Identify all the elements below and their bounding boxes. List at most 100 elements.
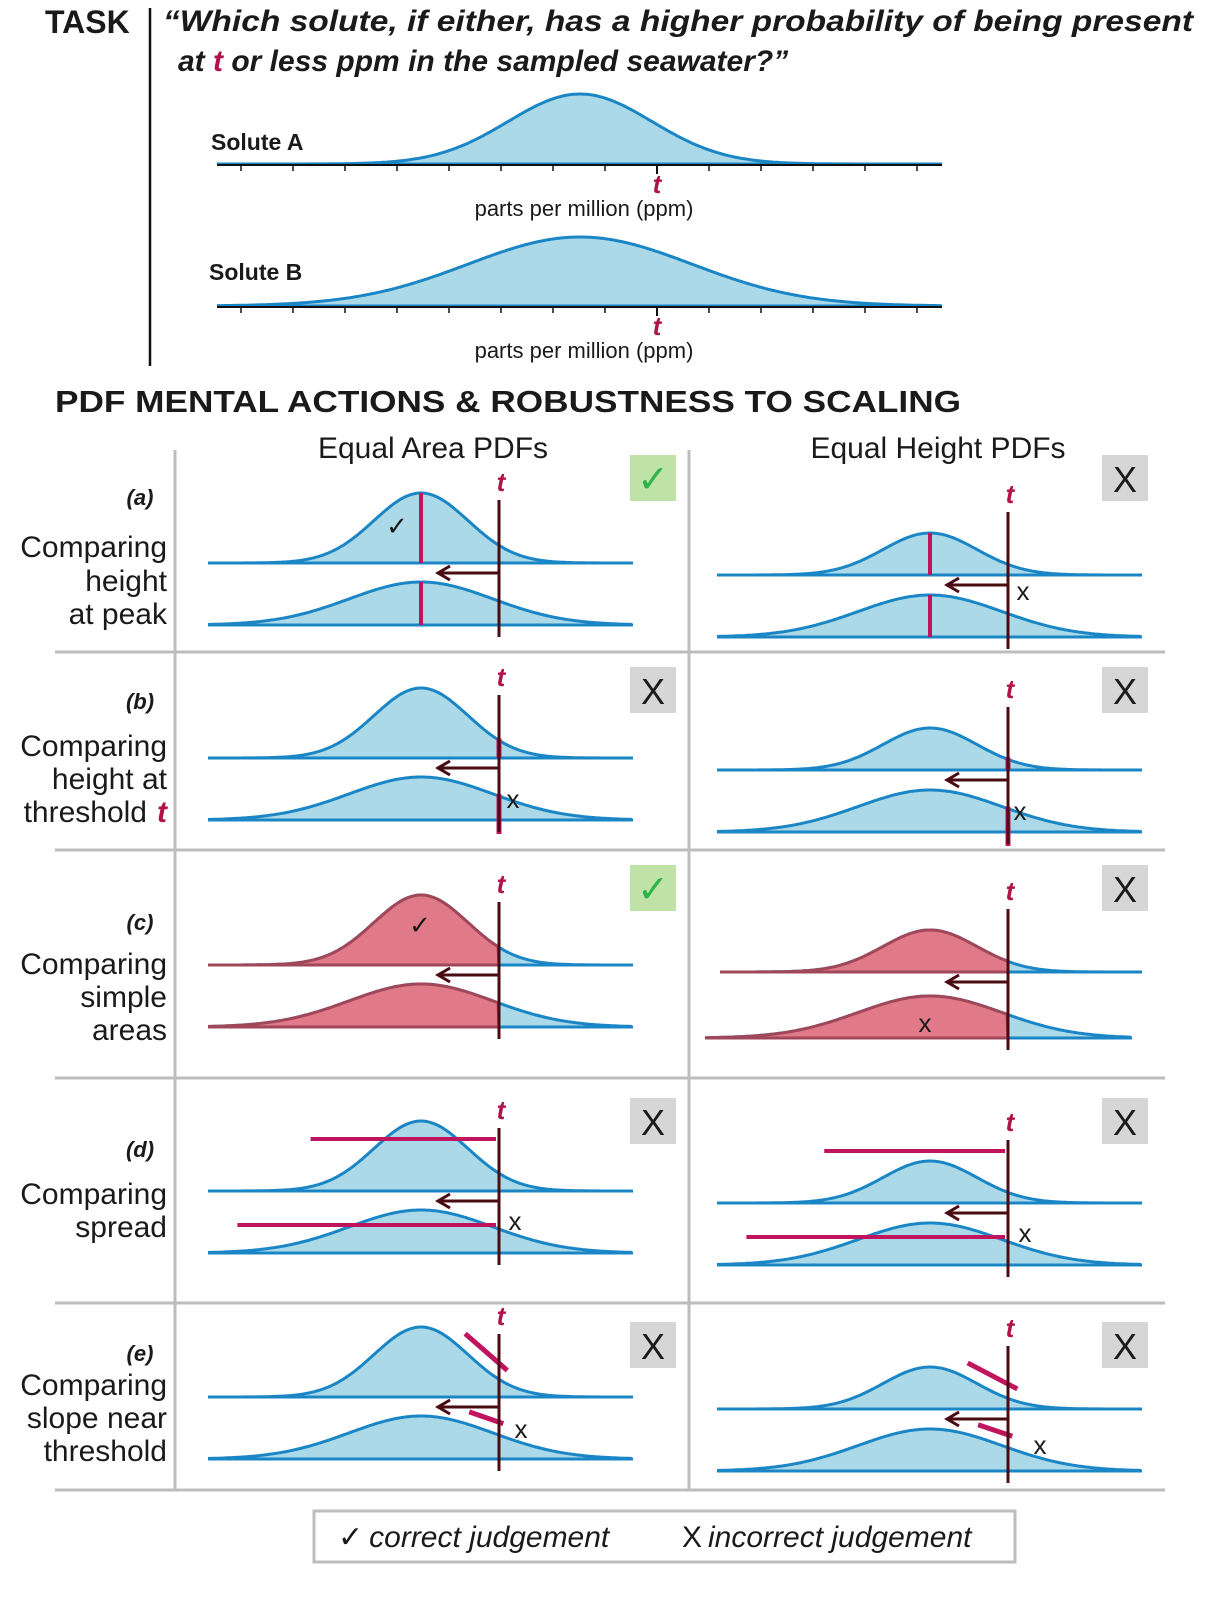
judgement-x-icon: x (1014, 796, 1027, 826)
legend-incorrect-label: incorrect judgement (708, 1521, 973, 1554)
solute-pdf-fill (217, 94, 942, 164)
incorrect-badge (1102, 667, 1148, 713)
pdf-top-fill (717, 1161, 1142, 1203)
row-label-line: slope near (27, 1402, 167, 1435)
area-below-threshold (720, 930, 1008, 972)
threshold-label: t (1006, 876, 1016, 906)
task-question-line2: at t or less ppm in the sampled seawater… (178, 45, 788, 78)
task-question-line1: “Which solute, if either, has a higher p… (163, 5, 1195, 38)
judgement-x-icon: x (1017, 576, 1030, 606)
row-label-text: threshold (44, 1435, 167, 1468)
threshold-label: t (497, 467, 507, 497)
correct-badge (630, 455, 676, 501)
pdf-bottom-fill (717, 790, 1142, 832)
threshold-label: t (1006, 1313, 1016, 1343)
row-label-line: spread (75, 1211, 167, 1244)
legend-correct-label: correct judgement (369, 1521, 611, 1554)
arrow-left-icon (944, 973, 960, 991)
row-label-line: simple (80, 981, 167, 1014)
cell-equal-height: t x X (716, 455, 1148, 649)
judgement-x-icon: x (919, 1008, 932, 1038)
row-label-text: Comparing (20, 948, 167, 981)
judgement-x-icon: x (507, 784, 520, 814)
area-below-threshold (208, 895, 499, 965)
threshold-label: t (653, 169, 663, 199)
row-label-text: Comparing (20, 531, 167, 564)
area-outline (207, 982, 501, 1029)
row-label-text: simple (80, 981, 167, 1014)
incorrect-badge (1102, 865, 1148, 911)
row-label-threshold-var: t (157, 796, 169, 829)
arrow-left-icon (435, 564, 451, 582)
area-below-threshold (208, 984, 499, 1027)
pdf-top-fill (208, 688, 633, 758)
arrow-left-icon (944, 576, 960, 594)
judgement-check-icon: ✓ (409, 910, 431, 940)
threshold-label: t (1006, 674, 1016, 704)
judgement-x-icon: x (1034, 1430, 1047, 1460)
row-id: (a) (127, 485, 154, 510)
section-title: PDF MENTAL ACTIONS & ROBUSTNESS TO SCALI… (55, 384, 961, 419)
x-icon: X (1113, 459, 1137, 500)
cell-equal-height: t x X (705, 865, 1148, 1050)
question-text: at (178, 45, 213, 78)
threshold-label: t (1006, 1107, 1016, 1137)
row-label-text: Comparing (20, 1369, 167, 1402)
cell-equal-area: t x X (207, 1095, 676, 1265)
row-label-line: Comparing (20, 1369, 167, 1402)
row-label-text: at peak (69, 598, 168, 631)
question-threshold-var: t (213, 45, 225, 78)
solute-label: Solute A (211, 129, 303, 155)
row-label-text: Comparing (20, 730, 167, 763)
incorrect-badge (1102, 455, 1148, 501)
x-icon: X (1113, 869, 1137, 910)
correct-badge (630, 865, 676, 911)
check-icon: ✓ (637, 869, 669, 911)
threshold-label: t (497, 662, 507, 692)
axis-label: parts per million (ppm) (475, 196, 694, 221)
row-label-line: Comparing (20, 1178, 167, 1211)
x-icon: X (1113, 1102, 1137, 1143)
area-below-threshold (705, 996, 1008, 1038)
pdf-bottom-line (207, 775, 632, 821)
row-label-text: areas (92, 1014, 167, 1047)
row-id: (e) (127, 1341, 154, 1366)
row-label-line: at peak (69, 598, 168, 631)
incorrect-badge (1102, 1322, 1148, 1368)
threshold-label: t (497, 869, 507, 899)
x-icon: X (1113, 1326, 1137, 1367)
area-outline (720, 928, 1010, 974)
row-label-text: spread (75, 1211, 167, 1244)
x-icon: X (1113, 671, 1137, 712)
pdf-top-fill (717, 728, 1142, 770)
column-header-equal-height: Equal Height PDFs (810, 432, 1065, 465)
cell-equal-height: t x X (716, 1313, 1148, 1483)
arrow-left-icon (435, 759, 451, 777)
row-label-text: height (85, 565, 167, 598)
task-label: TASK (45, 4, 130, 40)
row-id: (c) (127, 910, 154, 935)
question-text: or less ppm in the sampled seawater?” (223, 45, 788, 78)
row-label-line: Comparing (20, 730, 167, 763)
area-outline (208, 893, 501, 967)
solute-pdf-line (217, 235, 941, 308)
row-label-line: areas (92, 1014, 167, 1047)
cell-equal-area: t ✓ ✓ (207, 865, 676, 1039)
pdf-top-fill (208, 1327, 633, 1397)
row-label-line: threshold (44, 1435, 167, 1468)
row-label-text: height at (52, 763, 168, 796)
x-icon: X (641, 1102, 665, 1143)
row-label-line: height at (52, 763, 168, 796)
arrow-left-icon (435, 966, 451, 984)
row-id: (b) (126, 689, 154, 714)
judgement-x-icon: x (1019, 1218, 1032, 1248)
cell-equal-area: t x X (207, 662, 676, 834)
cell-equal-height: t x X (716, 667, 1148, 846)
x-icon: X (641, 671, 665, 712)
pdf-bottom-line (207, 1208, 632, 1254)
